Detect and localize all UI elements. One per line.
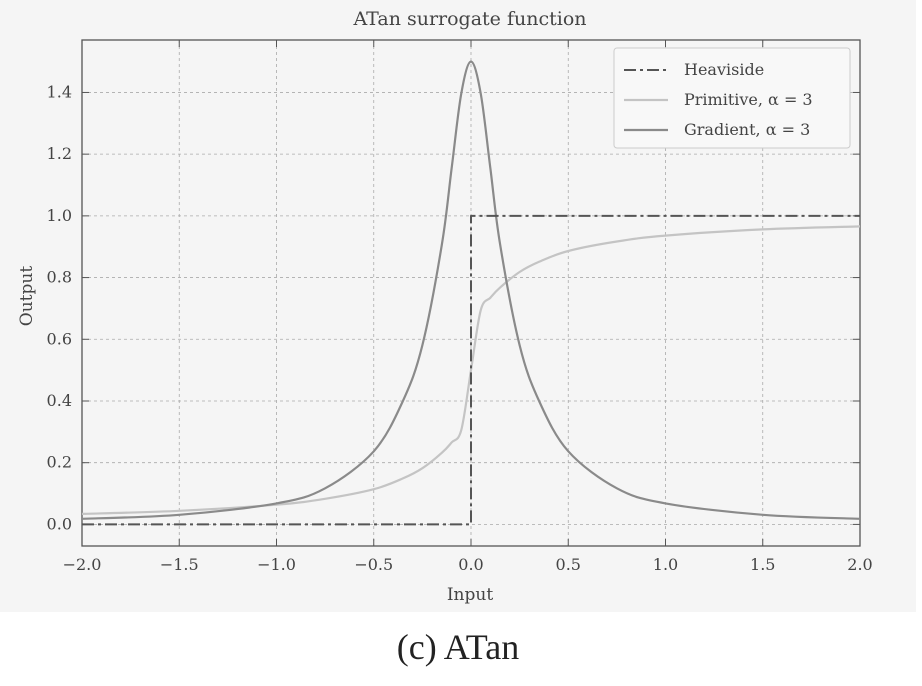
- x-tick-label: 2.0: [847, 555, 872, 574]
- figure-panel: ATan surrogate function −2.0 −1.5 −1.0 −0.5…: [17, 8, 873, 667]
- x-tick-label: 0.0: [458, 555, 483, 574]
- y-tick-label: 1.0: [47, 206, 72, 225]
- y-tick-label: 0.2: [47, 453, 72, 472]
- ticks: −2.0 −1.5 −1.0 −0.5 0.0 0.5 1.0 1.5 2.0 0.0 0.2 0.4…: [47, 40, 873, 574]
- x-tick-label: 1.5: [750, 555, 775, 574]
- chart: ATan surrogate function −2.0 −1.5 −1.0 −0.5…: [17, 8, 873, 605]
- y-axis-title: Output: [17, 266, 37, 327]
- x-tick-label: −0.5: [354, 555, 393, 574]
- figure-caption: (c) ATan: [396, 627, 520, 667]
- y-tick-label: 1.2: [47, 144, 72, 163]
- primitive-line: [81, 225, 861, 515]
- x-tick-label: −1.0: [257, 555, 296, 574]
- legend: Heaviside Primitive, α = 3 Gradient, α = 3: [613, 47, 851, 149]
- y-tick-label: 0.4: [47, 391, 72, 410]
- heaviside-line: [82, 214, 860, 526]
- x-tick-label: 1.0: [653, 555, 678, 574]
- legend-heaviside-label: Heaviside: [684, 60, 764, 79]
- chart-title: ATan surrogate function: [352, 8, 586, 30]
- y-tick-label: 0.0: [47, 514, 72, 533]
- x-axis-title: Input: [447, 585, 493, 605]
- legend-box: [613, 47, 851, 149]
- x-tick-label: −1.5: [160, 555, 199, 574]
- y-tick-label: 0.8: [47, 268, 72, 287]
- y-tick-label: 1.4: [47, 82, 72, 101]
- legend-gradient-label: Gradient, α = 3: [684, 120, 810, 139]
- y-tick-label: 0.6: [47, 329, 72, 348]
- x-tick-label: −2.0: [63, 555, 102, 574]
- legend-primitive-label: Primitive, α = 3: [684, 90, 813, 109]
- series-lines: [81, 60, 861, 526]
- gradient-line: [81, 60, 861, 520]
- x-tick-label: 0.5: [556, 555, 581, 574]
